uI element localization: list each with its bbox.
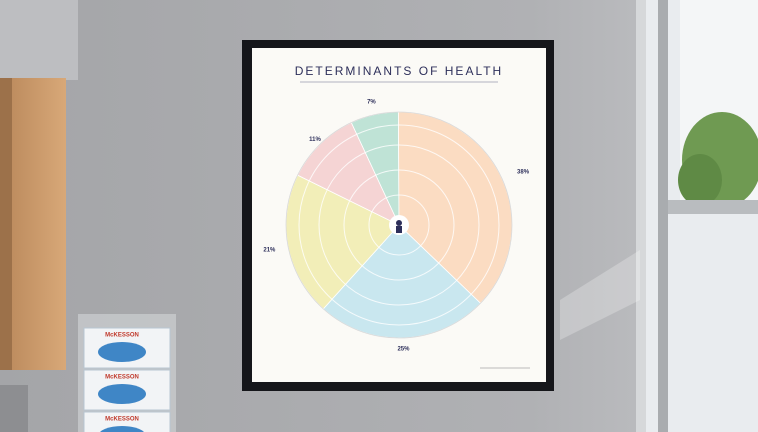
glove-image [100, 426, 144, 432]
glove-box [83, 411, 171, 432]
bin [0, 385, 28, 432]
slice-label: 21% [263, 247, 276, 253]
window-frame [668, 200, 758, 214]
light [560, 250, 640, 340]
pie: 7% 38% 25% 21% 11% [263, 100, 529, 353]
slice-label: 7% [367, 100, 376, 106]
slice-label: 38% [517, 169, 530, 175]
tree [678, 154, 722, 206]
ring [318, 144, 480, 306]
brand: McKESSON [105, 375, 139, 381]
glove-image [98, 342, 146, 362]
brand: McKESSON [105, 417, 139, 423]
slice-label: 25% [397, 346, 410, 352]
ring [368, 194, 430, 256]
cabinet-top [0, 0, 78, 80]
window-frame [658, 0, 668, 432]
window-frame [636, 0, 646, 432]
slice-label: 11% [309, 137, 321, 143]
person-icon [396, 220, 402, 226]
glove-boxes: McKESSON McKESSON McKESSON [83, 327, 171, 432]
glove-image [98, 384, 146, 404]
ring [343, 169, 455, 281]
cabinet-side [0, 78, 12, 370]
poster-title: DETERMINANTS OF HEALTH [295, 64, 503, 78]
ring [298, 124, 500, 326]
person-icon [396, 226, 402, 233]
ring [285, 111, 513, 339]
brand: McKESSON [105, 333, 139, 339]
